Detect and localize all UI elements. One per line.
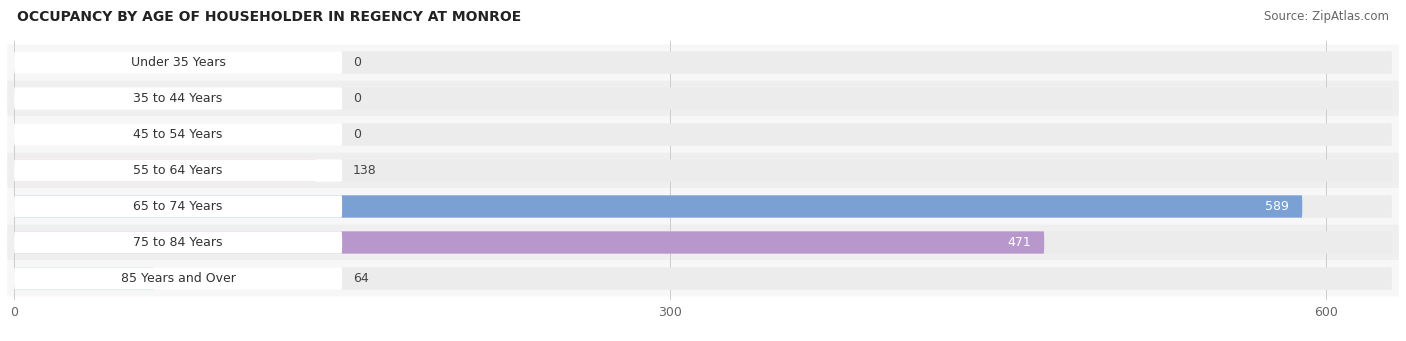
FancyBboxPatch shape (7, 45, 1399, 80)
Text: Source: ZipAtlas.com: Source: ZipAtlas.com (1264, 10, 1389, 23)
FancyBboxPatch shape (14, 195, 342, 218)
FancyBboxPatch shape (7, 189, 1399, 224)
FancyBboxPatch shape (14, 231, 1392, 254)
Text: 589: 589 (1265, 200, 1289, 213)
FancyBboxPatch shape (14, 159, 1392, 182)
FancyBboxPatch shape (14, 231, 342, 254)
FancyBboxPatch shape (14, 123, 1392, 146)
Text: Under 35 Years: Under 35 Years (131, 56, 225, 69)
FancyBboxPatch shape (14, 87, 342, 110)
FancyBboxPatch shape (14, 195, 1392, 218)
FancyBboxPatch shape (7, 261, 1399, 296)
FancyBboxPatch shape (14, 123, 342, 146)
Text: 0: 0 (353, 128, 361, 141)
FancyBboxPatch shape (14, 87, 1392, 110)
Text: 471: 471 (1007, 236, 1031, 249)
FancyBboxPatch shape (7, 117, 1399, 152)
FancyBboxPatch shape (14, 231, 1045, 254)
FancyBboxPatch shape (14, 195, 1302, 218)
FancyBboxPatch shape (7, 152, 1399, 189)
Text: 85 Years and Over: 85 Years and Over (121, 272, 236, 285)
Text: 0: 0 (353, 56, 361, 69)
FancyBboxPatch shape (14, 267, 1392, 290)
FancyBboxPatch shape (7, 224, 1399, 261)
Text: 64: 64 (353, 272, 368, 285)
FancyBboxPatch shape (14, 159, 342, 182)
FancyBboxPatch shape (14, 159, 316, 182)
FancyBboxPatch shape (14, 267, 155, 290)
Text: 45 to 54 Years: 45 to 54 Years (134, 128, 222, 141)
Text: 65 to 74 Years: 65 to 74 Years (134, 200, 222, 213)
FancyBboxPatch shape (14, 51, 342, 74)
FancyBboxPatch shape (14, 51, 1392, 74)
Text: 0: 0 (353, 92, 361, 105)
Text: OCCUPANCY BY AGE OF HOUSEHOLDER IN REGENCY AT MONROE: OCCUPANCY BY AGE OF HOUSEHOLDER IN REGEN… (17, 10, 522, 24)
Text: 55 to 64 Years: 55 to 64 Years (134, 164, 222, 177)
FancyBboxPatch shape (7, 80, 1399, 117)
Text: 138: 138 (353, 164, 377, 177)
Text: 75 to 84 Years: 75 to 84 Years (134, 236, 222, 249)
Text: 35 to 44 Years: 35 to 44 Years (134, 92, 222, 105)
FancyBboxPatch shape (14, 267, 342, 290)
